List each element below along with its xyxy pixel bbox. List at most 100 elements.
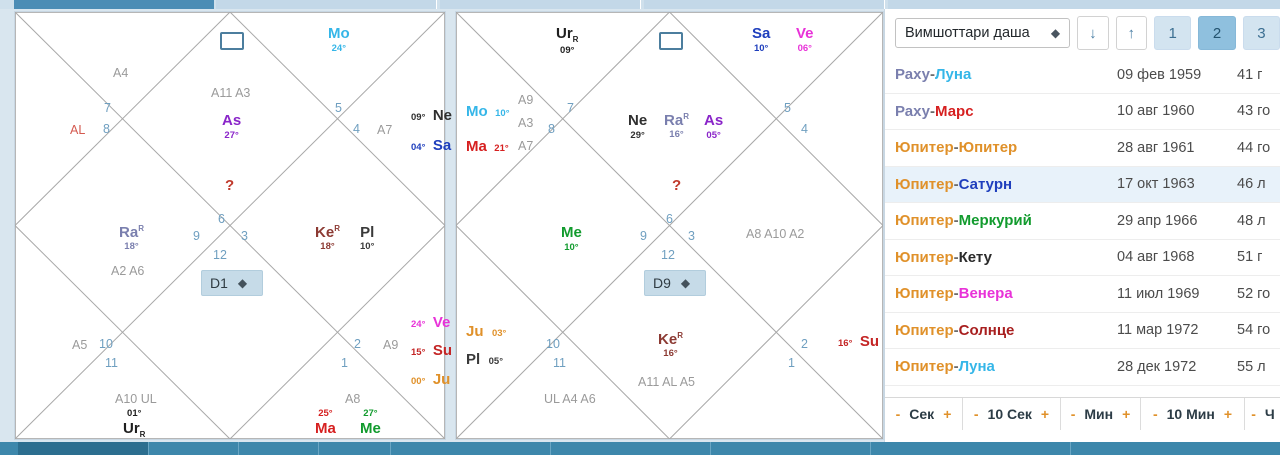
tab-secondary-3[interactable] [644, 0, 885, 9]
house-number-6: 6 [218, 212, 225, 226]
dasha-separator: - [953, 212, 959, 230]
house-number-4: 4 [801, 122, 808, 136]
dasha-row[interactable]: Юпитер-Кету 04 авг 1968 51 г [885, 240, 1280, 276]
tab-active-indicator[interactable] [14, 0, 214, 9]
dasha-system-dropdown[interactable]: Вимшоттари даша ◆ [895, 18, 1071, 48]
dasha-row[interactable]: Раху-Луна 09 фев 1959 41 г [885, 57, 1280, 94]
chart-area: A4 A11 A3 AL A7 A2 A6 A5 A9 A10 UL A8 6 … [0, 9, 884, 442]
planet-as-deg: 27° [224, 130, 239, 141]
planet-ra-deg: 18° [124, 241, 139, 252]
planet-mo-deg: 24° [331, 43, 347, 54]
planet-ra-name: RaR [664, 112, 689, 129]
house-number-1: 1 [788, 356, 795, 370]
chevron-updown-icon: ◆ [680, 276, 691, 290]
arrow-up-icon[interactable]: ↑ [1115, 16, 1147, 50]
retrograde-marker: R [683, 112, 689, 121]
dasha-sublord: Солнце [958, 321, 1015, 339]
time-step-10min-label: 10 Мин [1166, 406, 1215, 422]
dasha-sublord: Венера [958, 285, 1013, 303]
house-number-3: 3 [241, 229, 248, 243]
planet-pl-name: Pl [360, 224, 375, 241]
arrow-down-icon[interactable]: ↓ [1077, 16, 1109, 50]
planet-me-deg: 10° [564, 242, 579, 253]
minus-icon[interactable]: - [1152, 406, 1158, 422]
dasha-separator: - [953, 175, 959, 193]
dasha-row[interactable]: Юпитер-Юпитер 28 авг 1961 44 го [885, 130, 1280, 167]
dasha-level-button-2[interactable]: 2 [1198, 16, 1236, 50]
planet-ra-label: Ra [119, 224, 139, 241]
chart-d9[interactable]: A9 A3 A7 A8 A10 A2 A11 AL A5 UL A4 A6 6 … [455, 11, 884, 440]
dasha-lord: Юпитер [895, 358, 954, 376]
house-number-5: 5 [335, 101, 342, 115]
dasha-row[interactable]: Юпитер-Меркурий 29 апр 1966 48 л [885, 203, 1280, 240]
dasha-separator: - [953, 358, 959, 376]
dasha-row[interactable]: Юпитер-Венера 11 июл 1969 52 го [885, 276, 1280, 313]
dasha-row-date: 10 авг 1960 [1117, 103, 1195, 120]
planet-ma-deg: 25° [318, 408, 333, 419]
dasha-row-age: 54 го [1237, 322, 1271, 339]
planet-ne-deg: 09° [411, 112, 426, 123]
status-segment[interactable] [238, 442, 319, 455]
chart-d1[interactable]: A4 A11 A3 AL A7 A2 A6 A5 A9 A10 UL A8 6 … [14, 11, 452, 440]
dasha-row[interactable]: Юпитер-Луна 28 дек 1972 55 л [885, 349, 1280, 386]
house-number-10: 10 [546, 337, 560, 351]
chart-d1-square-marker[interactable] [220, 32, 244, 50]
house-number-2: 2 [354, 337, 361, 351]
planet-pl-deg: 10° [360, 241, 375, 252]
minus-icon[interactable]: - [973, 406, 979, 422]
dasha-level-button-1[interactable]: 1 [1154, 16, 1192, 50]
status-segment[interactable] [318, 442, 391, 455]
plus-icon[interactable]: + [1122, 406, 1131, 422]
plus-icon[interactable]: + [1223, 406, 1233, 422]
divisional-chart-selector-d9[interactable]: D9 ◆ [644, 270, 706, 296]
arudha-bottom-left-text: A10 UL [115, 392, 157, 406]
minus-icon[interactable]: - [895, 406, 901, 422]
chart-d9-square-marker[interactable] [659, 32, 683, 50]
house-number-11: 11 [105, 356, 118, 370]
status-segment[interactable] [1070, 442, 1280, 455]
dasha-row[interactable]: Раху-Марс 10 авг 1960 43 го [885, 94, 1280, 130]
planet-pl-name: Pl [466, 351, 481, 368]
house-number-7: 7 [567, 101, 574, 115]
time-step-hour[interactable]: - Ч [1245, 398, 1280, 430]
plus-icon[interactable]: + [943, 406, 952, 422]
time-step-min[interactable]: - Мин + [1061, 398, 1141, 430]
status-segment[interactable] [550, 442, 711, 455]
dasha-level-button-3[interactable]: 3 [1242, 16, 1280, 50]
dasha-row-selected[interactable]: Юпитер-Сатурн 17 окт 1963 46 л [885, 166, 1280, 203]
dasha-lord: Юпитер [895, 175, 954, 193]
planet-as-deg: 05° [706, 130, 721, 141]
status-segment[interactable] [710, 442, 871, 455]
planet-su: 16° Su [838, 334, 879, 350]
arudha-label: A4 [113, 66, 129, 80]
planet-ne-deg: 29° [630, 130, 645, 141]
divisional-chart-selector-d1[interactable]: D1 ◆ [201, 270, 263, 296]
status-segment[interactable] [390, 442, 551, 455]
dasha-separator: - [930, 102, 936, 120]
tab-secondary-2[interactable] [440, 0, 641, 9]
minus-icon[interactable]: - [1251, 406, 1256, 422]
time-step-sec[interactable]: - Сек + [885, 398, 963, 430]
plus-icon[interactable]: + [1040, 406, 1050, 422]
dasha-row[interactable]: Юпитер-Солнце 11 мар 1972 54 го [885, 313, 1280, 349]
tab-secondary-1[interactable] [216, 0, 437, 9]
planet-mo: Mo 24° [328, 26, 350, 54]
planet-mo: Mo 10° [466, 104, 510, 120]
dasha-row-list[interactable]: Раху-Луна 09 фев 1959 41 г Раху-Марс 10 … [885, 57, 1280, 406]
time-step-10sec[interactable]: - 10 Сек + [963, 398, 1061, 430]
status-bar [0, 442, 1280, 455]
dasha-lord: Юпитер [895, 248, 954, 266]
planet-sa: Sa 10° [752, 26, 770, 54]
time-step-10min[interactable]: - 10 Мин + [1141, 398, 1245, 430]
dasha-sublord: Юпитер [958, 139, 1018, 157]
dasha-row-age: 55 л [1237, 358, 1266, 375]
status-segment[interactable] [870, 442, 1071, 455]
status-segment[interactable] [148, 442, 239, 455]
status-segment-active[interactable] [18, 442, 149, 455]
arudha-label: A7 [518, 139, 534, 153]
dasha-row-name: Юпитер-Меркурий [895, 212, 1032, 229]
dasha-row-name: Юпитер-Венера [895, 285, 1013, 302]
planet-ve-deg: 24° [411, 319, 426, 330]
tab-secondary-4[interactable] [888, 0, 1280, 9]
minus-icon[interactable]: - [1070, 406, 1076, 422]
